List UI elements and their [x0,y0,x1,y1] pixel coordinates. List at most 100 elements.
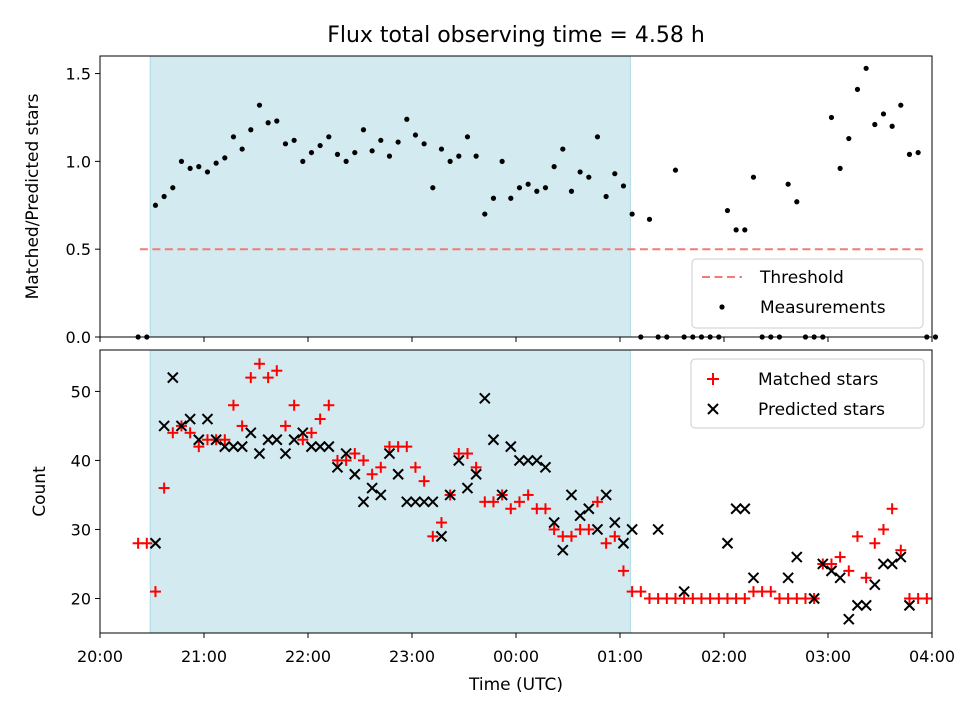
measurement-point [551,164,557,170]
measurement-point [213,160,219,166]
cross-b [479,392,491,405]
x-tick-label: 00:00 [493,647,539,666]
matched-star-point [149,586,161,598]
predicted-star-point [262,434,274,446]
measurement-point [456,153,462,159]
ratio-x-ticks [99,337,933,342]
matched-star-point [522,489,534,501]
matched-star-point [227,399,239,411]
matched-star-point [600,537,612,549]
matched-star-point [158,482,170,494]
predicted-star-point [591,523,604,536]
y-tick-label: 40 [71,451,91,470]
cross-b [808,592,820,605]
cross-b [678,585,690,598]
cross-b [869,578,881,591]
matched-star-point [851,530,863,542]
count-y-ticks: 20 30 40 50 [71,382,100,608]
cross-b [522,454,534,467]
matched-star-point [219,434,231,446]
predicted-star-point [349,468,361,480]
measurement-point [863,65,869,71]
measurement-point [577,169,583,175]
cross-b [747,572,760,584]
cross-b [271,434,283,446]
x-tick-label: 04:00 [909,647,955,666]
predicted-star-point [175,420,188,432]
predicted-star-point [626,523,638,536]
measurement-point [733,227,739,233]
matched-star-point [834,551,846,563]
matched-star-point [297,434,309,446]
ratio-y-axis-label: Matched/Predicted stars [23,93,43,299]
predicted-star-point [271,434,283,446]
predicted-star-point [149,537,162,549]
predicted-star-point [860,599,872,612]
cross-b [877,558,890,570]
predicted-star-point [314,440,326,453]
measurement-point [612,171,618,177]
predicted-star-point [210,434,222,446]
predicted-star-point [305,440,318,453]
measurement-point [534,188,540,194]
matched-star-point [357,454,369,466]
count-legend: Matched stars Predicted stars [690,358,925,429]
cross-b [297,427,309,439]
matched-star-point [253,358,265,370]
predicted-star-point [279,447,292,460]
measurement-point [326,134,332,140]
predicted-star-point [427,496,439,508]
measurement-point [846,135,852,142]
predicted-star-point [435,530,448,543]
matched-star-point [167,427,179,439]
cross-b [305,440,318,453]
measurement-point [343,158,349,164]
x-axis-label: Time (UTC) [468,675,563,695]
predicted-star-point [297,427,309,439]
predicted-star-point [678,585,690,598]
matched-star-point [565,530,577,542]
cross-b [444,489,456,501]
matched-star-point [921,592,933,604]
predicted-star-point [539,461,552,474]
predicted-star-point [409,496,422,508]
cross-b [375,489,387,501]
x-tick-label: 23:00 [389,647,435,666]
cross-b [314,440,326,453]
matched-star-point [895,544,907,556]
cross-b [279,447,292,460]
cross-b [158,420,170,432]
measurement-point [421,141,427,147]
observing-window-shade [149,55,631,338]
cross-b [409,496,422,508]
measurement-point [742,227,748,233]
cross-b [886,558,898,570]
predicted-star-point [227,440,240,453]
cross-b [453,454,465,467]
predicted-star-point [548,516,560,529]
cross-b [496,489,508,501]
predicted-star-point [747,572,760,584]
legend-predicted-label: Predicted stars [758,400,885,420]
cross-b [505,440,517,453]
ratio-y-ticks: 0.0 0.5 1.0 1.5 [66,65,100,347]
matched-star-point [470,461,482,473]
legend-predicted-swatch [707,403,719,415]
cross-b [513,454,526,467]
predicted-star-point [505,440,517,453]
measurement-point [404,116,410,122]
x-tick-label: 22:00 [285,647,331,666]
measurement-point [508,195,514,201]
measurement-point [256,102,263,108]
predicted-star-point [851,599,864,612]
predicted-star-point [461,482,474,494]
cross-b [557,544,569,556]
cross-b [825,565,838,577]
measurement-point [594,134,601,140]
predicted-star-point [886,558,898,570]
predicted-star-point [167,371,179,384]
predicted-star-point [895,551,907,563]
predicted-star-point [375,489,387,501]
predicted-star-point [444,489,456,501]
count-panel: 20 30 40 50 20:00 21:00 22:00 23:00 00:00 01:00 0… [30,349,955,695]
